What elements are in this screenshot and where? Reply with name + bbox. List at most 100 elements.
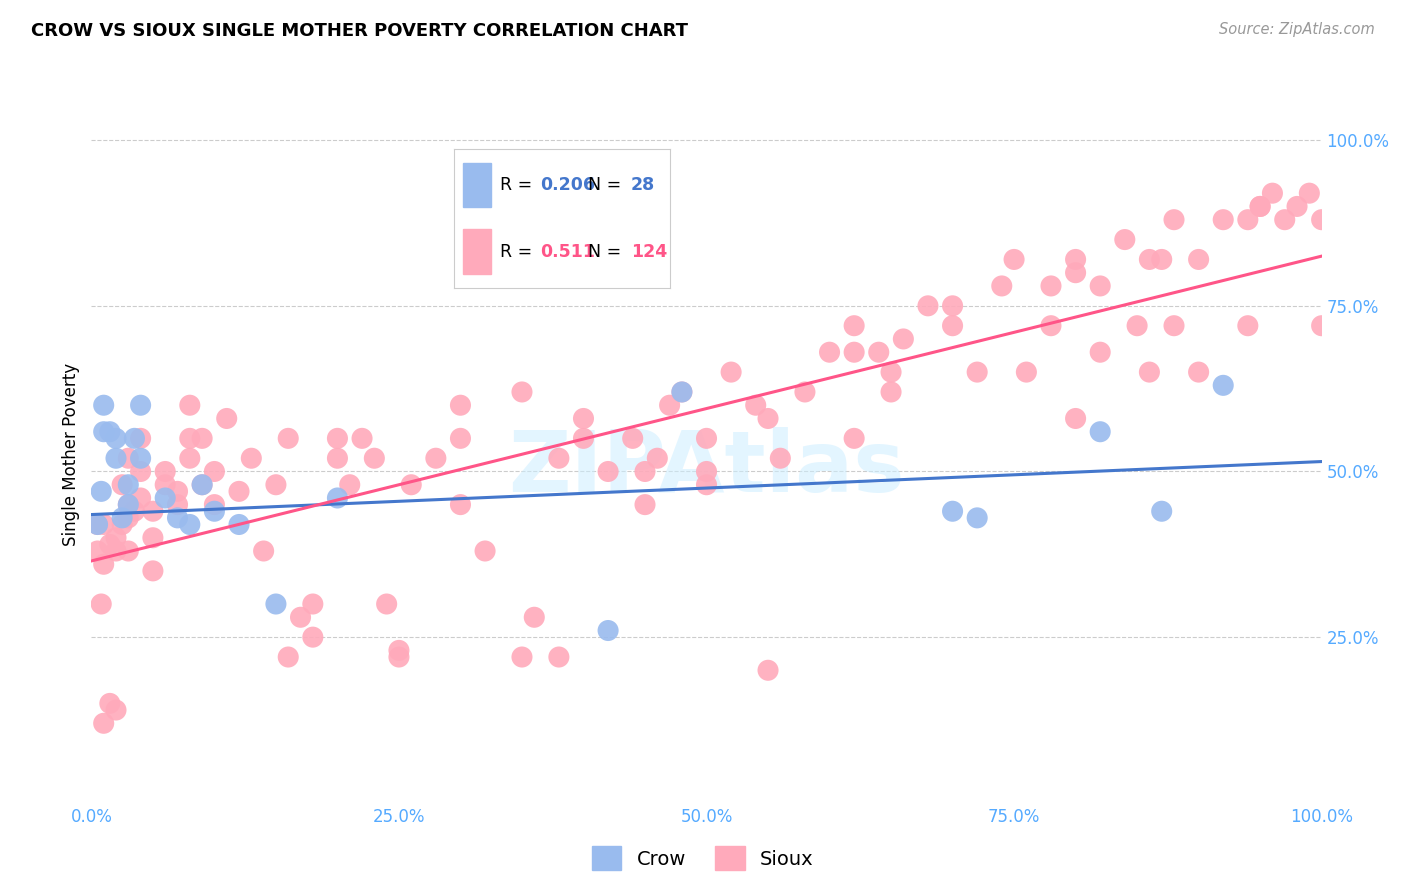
Point (117, 511, 139, 525)
Point (1249, 199, 1271, 213)
Point (510, 650, 533, 665)
Point (301, 630, 323, 644)
Point (510, 384, 533, 399)
Bar (463, 229, 491, 274)
Point (769, 451, 792, 466)
Text: R =: R = (499, 176, 537, 194)
Point (124, 504, 146, 518)
Point (1298, 186, 1320, 201)
Point (202, 504, 225, 518)
Point (1088, 279, 1111, 293)
Point (449, 431, 471, 445)
Point (375, 597, 398, 611)
Point (191, 477, 214, 491)
Point (1114, 233, 1136, 247)
Point (891, 332, 914, 346)
Point (621, 431, 644, 445)
Point (93, 558, 115, 572)
Point (179, 398, 201, 412)
Point (1163, 212, 1185, 227)
Point (93, 425, 115, 439)
Point (153, 491, 177, 505)
Point (326, 451, 349, 466)
Point (166, 484, 188, 499)
Point (880, 365, 903, 379)
Point (671, 384, 693, 399)
Point (253, 544, 276, 558)
Point (264, 597, 287, 611)
Point (572, 411, 595, 425)
Point (547, 650, 569, 665)
Text: N =: N = (588, 243, 627, 260)
Point (658, 398, 681, 412)
Point (756, 411, 779, 425)
Point (695, 465, 717, 479)
Point (166, 511, 188, 525)
Point (98, 537, 121, 551)
Point (756, 663, 779, 677)
Point (449, 398, 471, 412)
Bar (463, 162, 491, 207)
Point (111, 511, 134, 525)
Point (142, 531, 165, 545)
Point (941, 299, 963, 313)
Point (966, 511, 988, 525)
Point (240, 451, 263, 466)
Point (880, 384, 903, 399)
Point (1015, 365, 1038, 379)
Text: 28: 28 (631, 176, 655, 194)
Point (1187, 365, 1209, 379)
Text: 0.206: 0.206 (540, 176, 595, 194)
Point (388, 643, 411, 657)
Point (105, 544, 127, 558)
Point (1187, 252, 1209, 267)
Point (129, 465, 152, 479)
Point (868, 345, 890, 359)
Point (1150, 504, 1173, 518)
Point (290, 610, 312, 624)
Point (671, 384, 693, 399)
Point (842, 318, 865, 333)
Point (1212, 378, 1234, 392)
Point (117, 544, 139, 558)
Point (129, 431, 152, 445)
Point (1064, 266, 1087, 280)
Point (1088, 425, 1111, 439)
Point (425, 451, 447, 466)
Point (842, 431, 865, 445)
Point (695, 477, 717, 491)
Point (117, 451, 139, 466)
Point (86, 517, 108, 532)
Point (191, 431, 214, 445)
Point (90, 484, 112, 499)
Point (634, 498, 657, 512)
Point (117, 498, 139, 512)
Point (117, 477, 139, 491)
Point (228, 484, 250, 499)
Point (105, 531, 127, 545)
Point (1039, 318, 1063, 333)
Point (215, 411, 238, 425)
Text: ZIPAtlas: ZIPAtlas (508, 427, 905, 510)
Point (124, 431, 146, 445)
Point (153, 477, 177, 491)
Point (1274, 212, 1296, 227)
Point (111, 517, 134, 532)
Point (1064, 411, 1087, 425)
Point (645, 451, 669, 466)
Point (941, 504, 963, 518)
Point (388, 650, 411, 665)
Point (1237, 212, 1260, 227)
Point (105, 703, 127, 717)
Point (179, 451, 201, 466)
Point (941, 318, 963, 333)
Point (1163, 318, 1185, 333)
Point (277, 431, 299, 445)
Point (166, 498, 188, 512)
Point (399, 477, 422, 491)
Point (86, 544, 108, 558)
Point (917, 299, 939, 313)
Point (105, 431, 127, 445)
Point (1212, 212, 1234, 227)
Point (301, 597, 323, 611)
